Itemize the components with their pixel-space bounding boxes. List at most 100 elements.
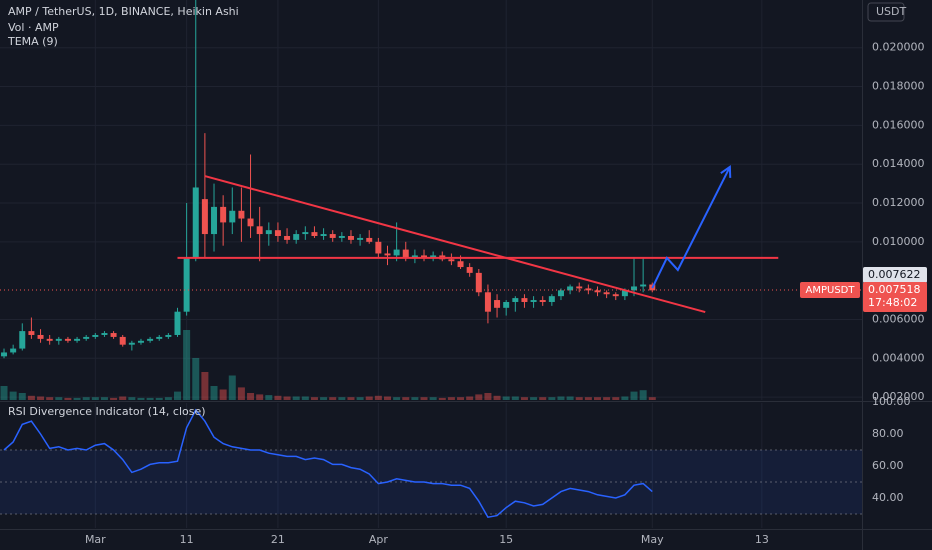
volume-bar	[110, 397, 118, 400]
volume-bar	[27, 395, 35, 400]
volume-bar	[64, 397, 72, 400]
symbol-label: AMPUSDT	[806, 285, 856, 296]
candle-body	[110, 333, 117, 337]
volume-bar	[593, 397, 601, 400]
x-tick-label: 21	[271, 533, 285, 546]
candle-body	[220, 206, 227, 223]
volume-bar	[621, 396, 629, 400]
x-tick-label: Apr	[369, 533, 389, 546]
candle-body	[1, 352, 8, 357]
candle-body	[421, 255, 428, 258]
candle-body	[530, 300, 537, 302]
rsi-tick-label: 80.00	[872, 427, 904, 440]
candle-body	[92, 334, 99, 337]
candle-body	[603, 292, 610, 295]
candle-body	[631, 286, 638, 291]
currency[interactable]: USDT	[876, 5, 907, 18]
volume-bar	[411, 397, 419, 400]
volume-bar	[137, 397, 145, 400]
candle-body	[320, 234, 327, 237]
symbol-box	[800, 281, 860, 298]
volume-bar	[46, 397, 54, 400]
candle-body	[256, 226, 263, 235]
volume-bar	[484, 393, 492, 400]
volume-bar	[73, 397, 81, 400]
last-price-label: 0.007518	[868, 283, 921, 296]
candle-body	[174, 311, 181, 335]
volume-bar	[539, 397, 547, 400]
candle-body	[46, 338, 53, 341]
last-price-box	[863, 281, 927, 312]
trend-drawing	[651, 166, 731, 289]
y-tick-label: 0.010000	[872, 235, 925, 248]
volume-bar	[365, 396, 373, 400]
arrow-head	[720, 165, 732, 178]
volume-bar	[310, 397, 318, 400]
candle-body	[594, 290, 601, 293]
volume-bar	[639, 390, 647, 400]
candle-body	[183, 257, 190, 312]
volume-bar	[265, 395, 273, 400]
volume-bar	[210, 386, 218, 400]
countdown: 17:48:02	[868, 296, 917, 309]
candle-body	[548, 296, 555, 302]
volume-bar	[155, 397, 163, 400]
indicator-label: Vol · AMP	[8, 21, 59, 34]
volume-bar	[603, 397, 611, 400]
volume-bar	[164, 397, 172, 400]
candle-body	[119, 336, 126, 345]
volume-bar	[247, 393, 255, 400]
candle-body	[165, 334, 172, 337]
volume-bar	[18, 393, 26, 400]
rsi-tick-label: 60.00	[872, 459, 904, 472]
candle-body	[329, 234, 336, 238]
volume-bar	[530, 397, 538, 400]
volume-bar	[402, 397, 410, 400]
candle-body	[640, 284, 647, 287]
candle-body	[229, 210, 236, 223]
candle-body	[83, 336, 90, 339]
currency-box[interactable]	[867, 2, 905, 22]
candle-body	[137, 340, 144, 343]
volume-bar	[338, 397, 346, 400]
volume-bar	[575, 397, 583, 400]
volume-bar	[475, 394, 483, 400]
volume-bar	[457, 397, 465, 400]
candle-body	[101, 333, 108, 335]
candle-body	[384, 253, 391, 256]
volume-bar	[192, 358, 200, 400]
y-tick-label: 0.004000	[872, 351, 925, 364]
candle-body	[621, 290, 628, 297]
volume-bar	[374, 395, 382, 400]
candle-body	[475, 272, 482, 293]
x-tick-label: May	[641, 533, 664, 546]
volume-bar	[429, 397, 437, 400]
y-tick-label: 0.016000	[872, 118, 925, 131]
candle-body	[74, 338, 81, 341]
volume-bar	[292, 396, 300, 400]
candle-body	[284, 236, 291, 240]
candle-body	[393, 249, 400, 256]
volume-bar	[356, 397, 364, 400]
candle-body	[484, 292, 491, 312]
candle-body	[274, 230, 281, 237]
volume-bar	[557, 396, 565, 400]
candle-body	[347, 236, 354, 240]
volume-bar	[420, 397, 428, 400]
candle-body	[10, 348, 17, 353]
candle-body	[265, 230, 272, 235]
candle-body	[503, 301, 510, 308]
candle-body	[238, 210, 245, 219]
candle-body	[192, 187, 199, 258]
volume-bar	[256, 394, 264, 400]
rsi-line	[3, 408, 653, 519]
volume-bar	[612, 397, 620, 400]
volume-bar	[447, 397, 455, 400]
volume-bar	[383, 396, 391, 400]
candle-body	[466, 267, 473, 273]
volume-bar	[183, 330, 191, 400]
trend-drawing	[204, 175, 706, 314]
volume-bar	[493, 395, 501, 400]
chart-title: AMP / TetherUS, 1D, BINANCE, Heikin Ashi	[8, 5, 239, 18]
